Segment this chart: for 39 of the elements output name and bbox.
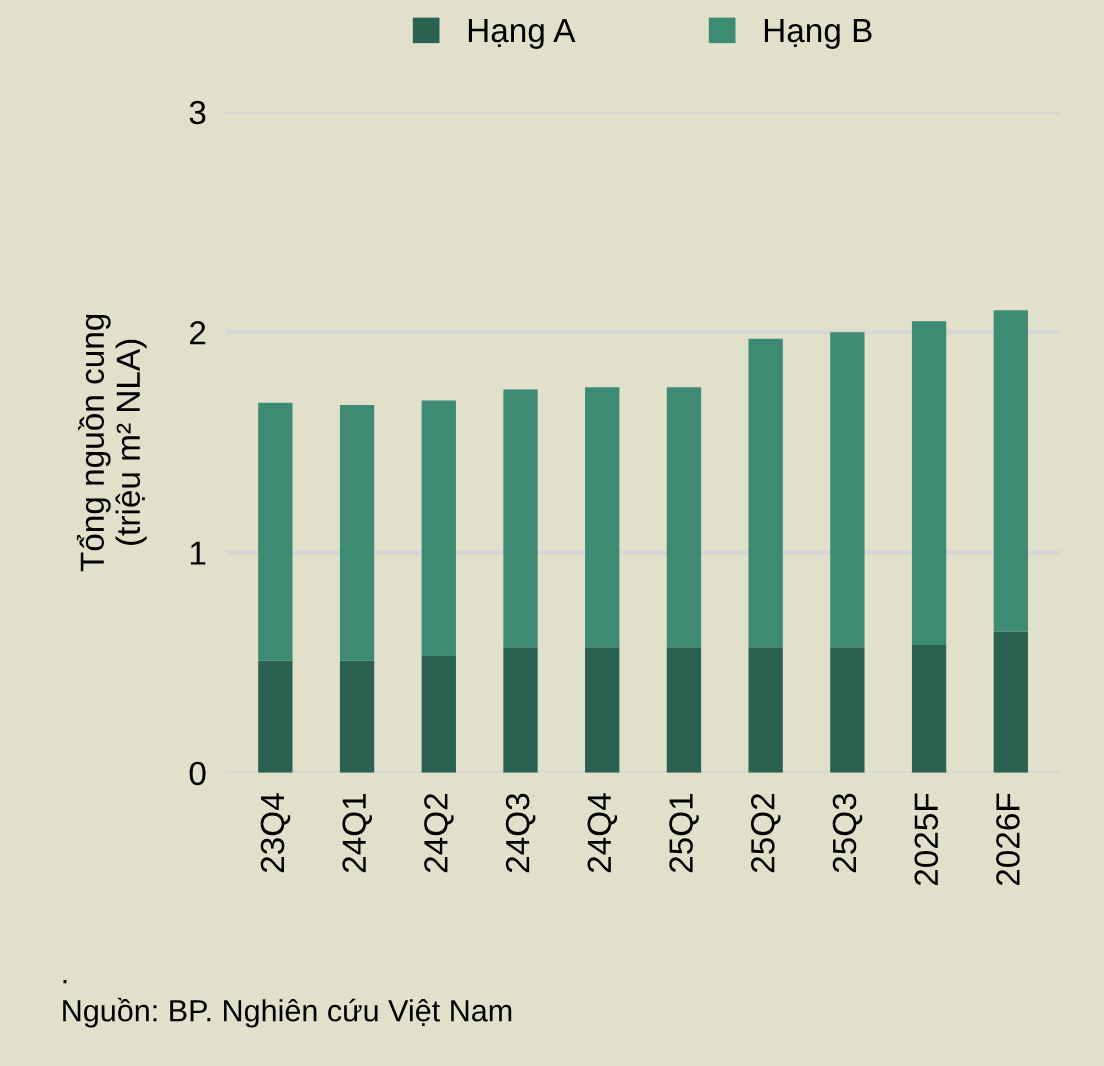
x-tick-label: 25Q2 (751, 793, 781, 873)
bar (585, 647, 620, 773)
y-tick-label: 0 (189, 761, 206, 786)
bar (666, 647, 702, 773)
legend-label: Hạng B (764, 19, 872, 49)
bar (421, 656, 456, 773)
bar (748, 338, 783, 648)
y-tick-label: 1 (190, 541, 206, 565)
bar (585, 387, 620, 648)
x-tick-label: 23Q4 (260, 793, 291, 873)
y-axis-title: Tổng nguồn cung (triệu m² NLA) (76, 314, 147, 572)
x-tick-label: 25Q1 (669, 793, 699, 873)
bar (258, 402, 293, 661)
bar (830, 647, 865, 773)
y-tick-label: 3 (189, 100, 206, 125)
x-tick-label: 25Q3 (832, 793, 863, 873)
bar (911, 321, 947, 646)
bar (666, 387, 702, 648)
y-tick-label: 2 (190, 321, 206, 345)
x-tick-label: 24Q3 (505, 793, 536, 873)
text: Nguồn: BP. Nghiên cứu Việt Nam (63, 997, 512, 1028)
x-tick-label: 24Q1 (342, 793, 372, 873)
bar (421, 400, 456, 657)
legend-label: Hạng A (468, 19, 576, 49)
bar (993, 310, 1028, 632)
bar (911, 645, 947, 773)
bar (503, 647, 538, 773)
bar (830, 332, 865, 648)
bar (258, 660, 293, 773)
x-tick-label: 2026F (996, 793, 1020, 886)
x-tick-label: 24Q4 (587, 793, 618, 873)
bar (748, 647, 783, 773)
x-tick-label: 2025F (914, 793, 939, 886)
bar (993, 631, 1028, 773)
bar (339, 660, 375, 773)
bar (503, 389, 538, 648)
bar (339, 404, 375, 661)
text: . (63, 980, 67, 984)
x-tick-label: 24Q2 (424, 793, 454, 873)
